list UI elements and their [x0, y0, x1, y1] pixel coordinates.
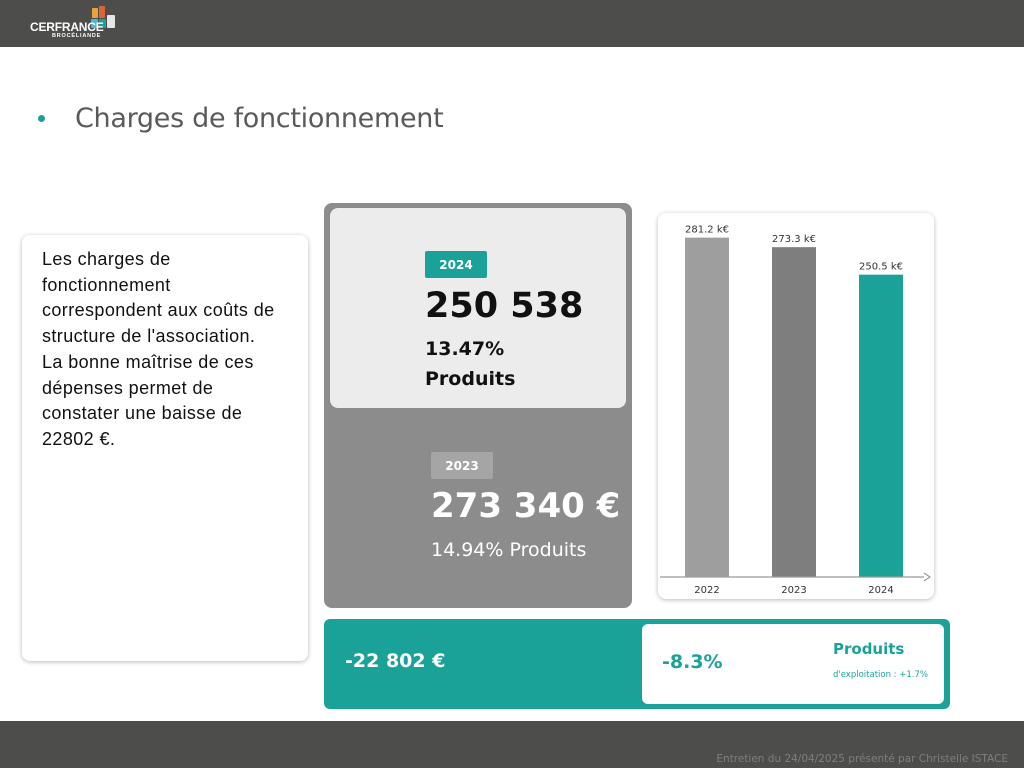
bar-chart: 281.2 k€ 2022 273.3 k€ 2023 250.5 k€ 2024: [660, 225, 932, 596]
bar-chart-card: 281.2 k€ 2022 273.3 k€ 2023 250.5 k€ 2024: [658, 213, 934, 599]
description-box: Les charges de fonctionnement correspond…: [22, 235, 308, 661]
cerfrance-logo: CERFRANCE BROCÉLIANDE: [30, 6, 130, 42]
bullet-icon: [38, 114, 45, 122]
variation-amount: -22 802 €: [345, 650, 446, 672]
x-tick-2022: 2022: [694, 585, 719, 596]
kpi-current-label: Produits: [425, 368, 516, 390]
variation-label: Produits: [833, 640, 905, 658]
logo-subtitle: BROCÉLIANDE: [52, 33, 102, 39]
bar-2022: [685, 237, 729, 577]
footer-bar: Entretien du 24/04/2025 présenté par Chr…: [0, 721, 1024, 768]
x-tick-2023: 2023: [781, 585, 806, 596]
kpi-current-pct: 13.47%: [425, 338, 505, 360]
logo-mark-icon: [91, 6, 121, 28]
kpi-current-card: [330, 208, 626, 408]
footer-text: Entretien du 24/04/2025 présenté par Chr…: [716, 753, 1008, 765]
data-label-2022: 281.2 k€: [685, 225, 729, 236]
variation-banner: -22 802 € -8.3% Produits d'exploitation …: [324, 619, 950, 709]
slide-title: Charges de fonctionnement: [75, 102, 444, 134]
description-line-2: La bonne maîtrise de ces dépenses permet…: [42, 351, 254, 449]
year-badge-previous: 2023: [431, 452, 493, 479]
data-label-2023: 273.3 k€: [772, 234, 816, 245]
kpi-previous-pct: 14.94% Produits: [431, 539, 587, 561]
bar-2024: [859, 274, 903, 577]
bar-2023: [772, 247, 816, 577]
top-bar: CERFRANCE BROCÉLIANDE: [0, 0, 1024, 47]
slide-heading: Charges de fonctionnement: [38, 98, 444, 138]
data-label-2024: 250.5 k€: [859, 262, 903, 273]
variation-card: -8.3% Produits d'exploitation : +1.7%: [642, 624, 944, 704]
kpi-previous-value: 273 340 €: [431, 486, 621, 526]
description-line-1: Les charges de fonctionnement correspond…: [42, 249, 275, 347]
x-axis-arrow-icon: [923, 572, 932, 582]
logo-name: CERFRANCE: [30, 20, 104, 34]
year-badge-current: 2024: [425, 251, 487, 278]
kpi-panel: 2024 250 538 13.47% Produits 2023 273 34…: [324, 203, 632, 608]
variation-pct: -8.3%: [662, 651, 723, 673]
kpi-current-value: 250 538: [425, 286, 584, 326]
x-tick-2024: 2024: [868, 585, 893, 596]
variation-sub: d'exploitation : +1.7%: [833, 670, 928, 680]
